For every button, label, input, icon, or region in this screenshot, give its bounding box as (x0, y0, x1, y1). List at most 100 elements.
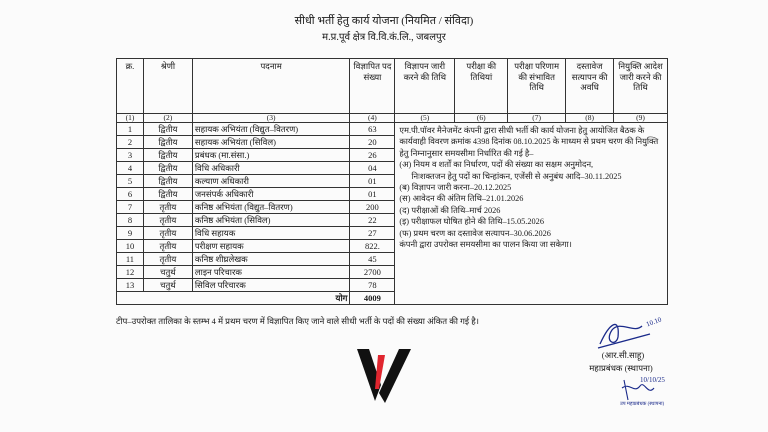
document-subtitle: म.प्र.पूर्व क्षेत्र वि.वि.कं.लि., जबलपुर (322, 32, 446, 43)
notes-item-a: (अ) नियम व शर्तों का निर्धारण, पदों की स… (399, 160, 594, 170)
footnote: टीप–उपरोक्त तालिका के स्तम्भ 4 में प्रथम… (116, 316, 479, 326)
table-row: 6 द्वितीय जनसंपर्क अधिकारी 01 (116, 187, 668, 201)
row-category: द्वितीय (142, 161, 193, 175)
row-count: 22 (349, 213, 396, 227)
row-category: द्वितीय (142, 135, 193, 149)
row-post: कनिष्ठ अभियंता (सिविल) (191, 213, 351, 227)
row-count: 822. (349, 239, 396, 253)
second-signature-mark (621, 379, 655, 401)
col-header: दस्तावेज सत्यापन की अवधि (565, 58, 615, 114)
notes-item: (फ) प्रथम चरण का दस्तावेज सत्यापन–30.06.… (399, 228, 551, 238)
table-row: 2 द्वितीय सहायक अभियंता (सिविल) 20 (116, 135, 668, 149)
row-post: कनिष्ठ अभियंता (विद्युत–वितरण) (191, 200, 351, 214)
logo-left-stroke (357, 349, 381, 401)
row-number: 4 (116, 161, 144, 175)
row-post: कल्याण अधिकारी (191, 174, 351, 188)
col-number: (1) (116, 113, 144, 123)
col-header: परीक्षा परिणाम की संभावित तिथि (507, 58, 567, 114)
watermark-logo (357, 349, 411, 403)
row-number: 12 (116, 265, 144, 279)
notes-item: (स) आवेदन की अंतिम तिथि–21.01.2026 (399, 194, 524, 204)
row-category: तृतीय (142, 252, 193, 266)
col-number: (9) (613, 113, 668, 123)
table-row: 13 चतुर्थ सिविल परिचारक 78 (116, 278, 668, 292)
row-number: 13 (116, 278, 144, 292)
logo-red-stroke (375, 355, 385, 389)
row-category: द्वितीय (142, 187, 193, 201)
row-count: 27 (349, 226, 396, 240)
row-count: 20 (349, 135, 396, 149)
col-number: (5) (394, 113, 456, 123)
row-post: विधि अधिकारी (191, 161, 351, 175)
col-header: पदनाम (191, 58, 351, 114)
col-header: विज्ञापित पद संख्या (349, 58, 396, 114)
row-post: सहायक अभियंता (विद्युत–वितरण) (191, 122, 351, 136)
row-category: द्वितीय (142, 174, 193, 188)
notes-closing: कंपनी द्वारा उपरोक्त समयसीमा का पालन किय… (399, 240, 572, 250)
row-category: द्वितीय (142, 122, 193, 136)
row-number: 7 (116, 200, 144, 214)
column-number-row: (1) (2) (3) (4) (5) (6) (7) (8) (9) (116, 113, 668, 123)
notes-item: (द) परीक्षाओं की तिथि–मार्च 2026 (399, 205, 501, 215)
timeline-notes: एम.पी.पॉवर मैनेजमेंट कंपनी द्वारा सीधी भ… (394, 122, 668, 305)
row-category: तृतीय (142, 226, 193, 240)
row-category: तृतीय (142, 213, 193, 227)
row-count: 200 (349, 200, 396, 214)
table-row: 7 तृतीय कनिष्ठ अभियंता (विद्युत–वितरण) 200 (116, 200, 668, 214)
col-header: क्र. (116, 58, 144, 114)
row-count: 01 (349, 187, 396, 201)
logo-right-stroke (379, 349, 411, 403)
second-signature-date: 10/10/25 (640, 376, 665, 384)
signatory-name: (आर.सी.साहू) (601, 350, 645, 360)
row-post: विधि सहायक (191, 226, 351, 240)
total-value: 4009 (349, 291, 396, 305)
notes-item-a-cont: निःशक्तजन हेतु पदों का चिन्हांकन, एजेंसी… (411, 171, 622, 181)
signatory-designation: महाप्रबंधक (स्थापना) (589, 363, 653, 373)
col-header: नियुक्ति आदेश जारी करने की तिथि (613, 58, 668, 114)
col-number: (3) (191, 113, 351, 123)
table-row: 10 तृतीय परीक्षण सहायक 822. (116, 239, 668, 253)
col-header: विज्ञापन जारी करने की तिथि (394, 58, 456, 114)
total-row: योग 4009 (115, 291, 668, 305)
row-count: 45 (349, 252, 396, 266)
table-row: 1 द्वितीय सहायक अभियंता (विद्युत–वितरण) 63 ए… (116, 122, 668, 305)
table-row: 4 द्वितीय विधि अधिकारी 04 (116, 161, 668, 175)
row-post: लाइन परिचारक (191, 265, 351, 279)
row-count: 01 (349, 174, 396, 188)
row-category: तृतीय (142, 200, 193, 214)
row-number: 9 (116, 226, 144, 240)
row-count: 63 (349, 122, 396, 136)
row-post: परीक्षण सहायक (191, 239, 351, 253)
recruitment-table: क्र. श्रेणी पदनाम विज्ञापित पद संख्या वि… (115, 58, 668, 305)
row-post: कनिष्ठ शीघ्रलेखक (191, 252, 351, 266)
row-post: प्रबंधक (मा.संसा.) (191, 148, 351, 162)
row-count: 04 (349, 161, 396, 175)
notes-intro: एम.पी.पॉवर मैनेजमेंट कंपनी द्वारा सीधी भ… (399, 126, 659, 158)
row-number: 8 (116, 213, 144, 227)
notes-item: (ब) विज्ञापन जारी करना–20.12.2025 (399, 183, 512, 193)
row-category: द्वितीय (142, 148, 193, 162)
row-post: सिविल परिचारक (191, 278, 351, 292)
row-number: 5 (116, 174, 144, 188)
col-header: परीक्षा की तिथियां (454, 58, 509, 114)
row-count: 26 (349, 148, 396, 162)
signature-mark (597, 323, 651, 349)
row-number: 10 (116, 239, 144, 253)
row-category: तृतीय (142, 239, 193, 253)
row-number: 11 (116, 252, 144, 266)
row-number: 6 (116, 187, 144, 201)
second-stamp: उप महाप्रबंधक (स्थापना) (620, 402, 665, 407)
row-count: 78 (349, 278, 396, 292)
col-number: (7) (507, 113, 567, 123)
row-category: चतुर्थ (142, 265, 193, 279)
row-post: सहायक अभियंता (सिविल) (191, 135, 351, 149)
table-header-row: क्र. श्रेणी पदनाम विज्ञापित पद संख्या वि… (116, 58, 668, 114)
col-header: श्रेणी (142, 58, 193, 114)
table-row: 11 तृतीय कनिष्ठ शीघ्रलेखक 45 (116, 252, 668, 266)
col-number: (8) (565, 113, 615, 123)
row-number: 2 (116, 135, 144, 149)
total-label: योग (115, 291, 351, 305)
document-title: सीधी भर्ती हेतु कार्य योजना (नियमित / सं… (294, 15, 474, 27)
row-category: चतुर्थ (142, 278, 193, 292)
col-number: (6) (454, 113, 509, 123)
